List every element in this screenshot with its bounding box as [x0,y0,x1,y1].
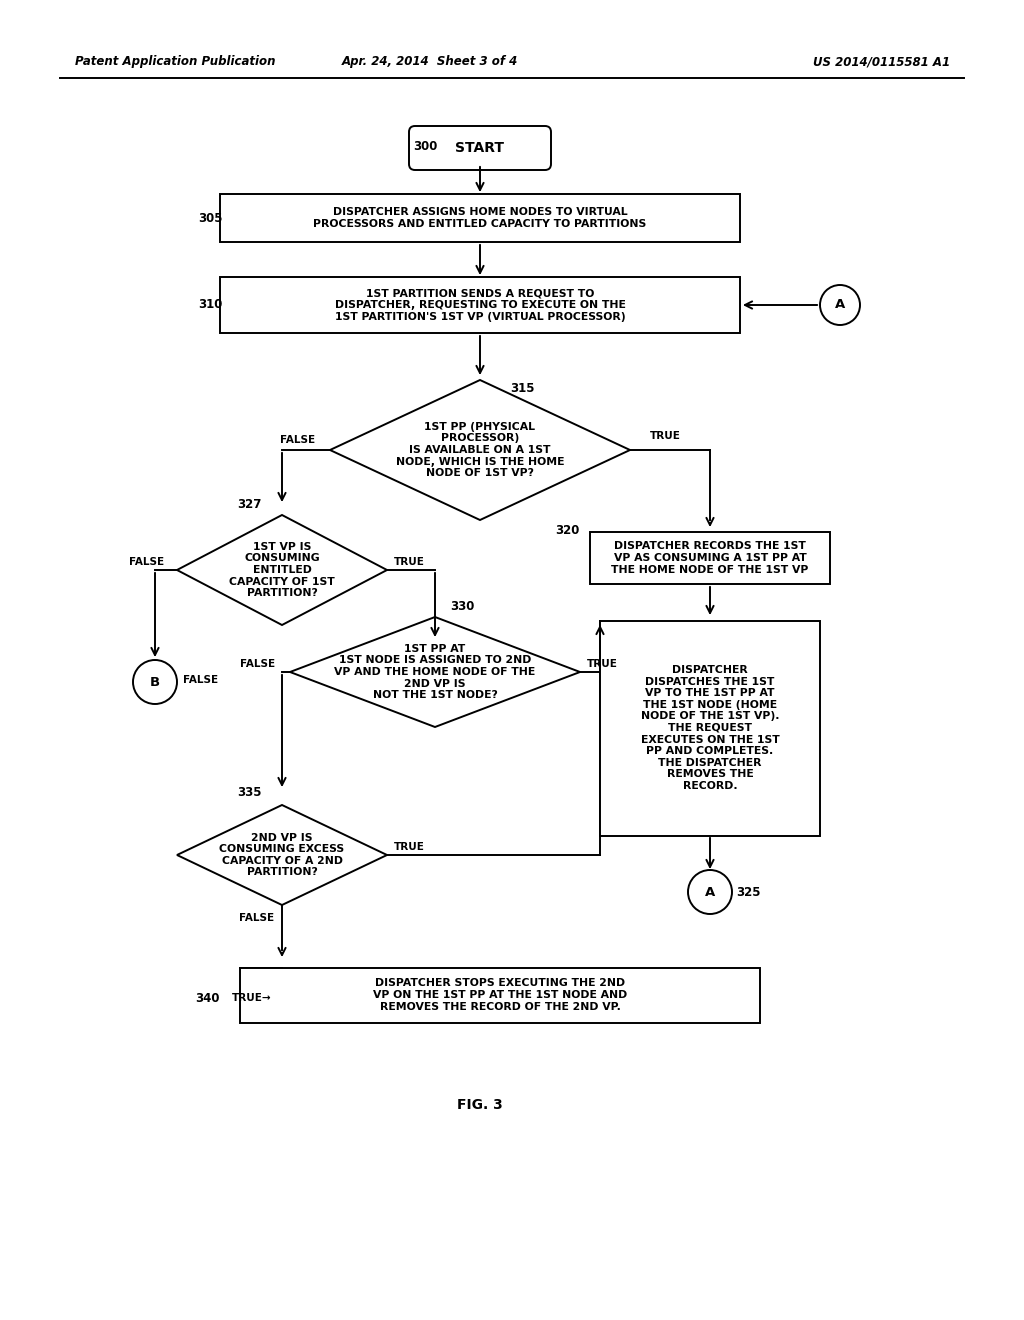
Text: TRUE: TRUE [587,659,617,669]
Bar [590,532,830,583]
Text: DISPATCHER STOPS EXECUTING THE 2ND
VP ON THE 1ST PP AT THE 1ST NODE AND
REMOVES : DISPATCHER STOPS EXECUTING THE 2ND VP ON… [373,978,627,1011]
Polygon shape [330,380,630,520]
Text: 310: 310 [198,298,222,312]
Text: TRUE: TRUE [394,557,425,568]
Text: US 2014/0115581 A1: US 2014/0115581 A1 [813,55,950,69]
Text: FALSE: FALSE [183,675,218,685]
Text: 1ST PP (PHYSICAL
PROCESSOR)
IS AVAILABLE ON A 1ST
NODE, WHICH IS THE HOME
NODE O: 1ST PP (PHYSICAL PROCESSOR) IS AVAILABLE… [395,422,564,478]
Text: Patent Application Publication: Patent Application Publication [75,55,275,69]
Text: 1ST PARTITION SENDS A REQUEST TO
DISPATCHER, REQUESTING TO EXECUTE ON THE
1ST PA: 1ST PARTITION SENDS A REQUEST TO DISPATC… [335,288,626,322]
Text: DISPATCHER ASSIGNS HOME NODES TO VIRTUAL
PROCESSORS AND ENTITLED CAPACITY TO PAR: DISPATCHER ASSIGNS HOME NODES TO VIRTUAL… [313,207,646,228]
Text: FIG. 3: FIG. 3 [457,1098,503,1111]
Circle shape [688,870,732,913]
Text: DISPATCHER RECORDS THE 1ST
VP AS CONSUMING A 1ST PP AT
THE HOME NODE OF THE 1ST : DISPATCHER RECORDS THE 1ST VP AS CONSUMI… [611,541,809,574]
Bar [220,194,740,242]
Text: TRUE→: TRUE→ [232,993,272,1003]
Polygon shape [177,805,387,906]
Text: START: START [456,141,505,154]
Text: 305: 305 [198,211,222,224]
Text: 335: 335 [238,787,262,800]
Text: Apr. 24, 2014  Sheet 3 of 4: Apr. 24, 2014 Sheet 3 of 4 [342,55,518,69]
Text: 1ST VP IS
CONSUMING
ENTITLED
CAPACITY OF 1ST
PARTITION?: 1ST VP IS CONSUMING ENTITLED CAPACITY OF… [229,541,335,598]
Text: FALSE: FALSE [280,436,315,445]
Polygon shape [290,616,580,727]
Bar [600,620,820,836]
Text: 300: 300 [413,140,437,153]
Text: FALSE: FALSE [240,913,274,923]
Text: A: A [705,886,715,899]
Bar [240,968,760,1023]
Text: 330: 330 [450,601,474,614]
Text: TRUE: TRUE [650,432,681,441]
Text: 327: 327 [238,498,262,511]
Polygon shape [177,515,387,624]
Text: 320: 320 [556,524,580,536]
Text: 315: 315 [510,381,535,395]
Text: B: B [150,676,160,689]
Text: A: A [835,298,845,312]
Text: DISPATCHER
DISPATCHES THE 1ST
VP TO THE 1ST PP AT
THE 1ST NODE (HOME
NODE OF THE: DISPATCHER DISPATCHES THE 1ST VP TO THE … [641,665,779,791]
Circle shape [133,660,177,704]
Text: 340: 340 [196,993,220,1006]
Bar [220,277,740,333]
Text: 2ND VP IS
CONSUMING EXCESS
CAPACITY OF A 2ND
PARTITION?: 2ND VP IS CONSUMING EXCESS CAPACITY OF A… [219,833,344,878]
Text: TRUE: TRUE [394,842,425,851]
Text: 1ST PP AT
1ST NODE IS ASSIGNED TO 2ND
VP AND THE HOME NODE OF THE
2ND VP IS
NOT : 1ST PP AT 1ST NODE IS ASSIGNED TO 2ND VP… [335,644,536,700]
Text: 325: 325 [736,886,761,899]
FancyBboxPatch shape [409,125,551,170]
Text: FALSE: FALSE [129,557,164,568]
Text: FALSE: FALSE [240,659,275,669]
Circle shape [820,285,860,325]
